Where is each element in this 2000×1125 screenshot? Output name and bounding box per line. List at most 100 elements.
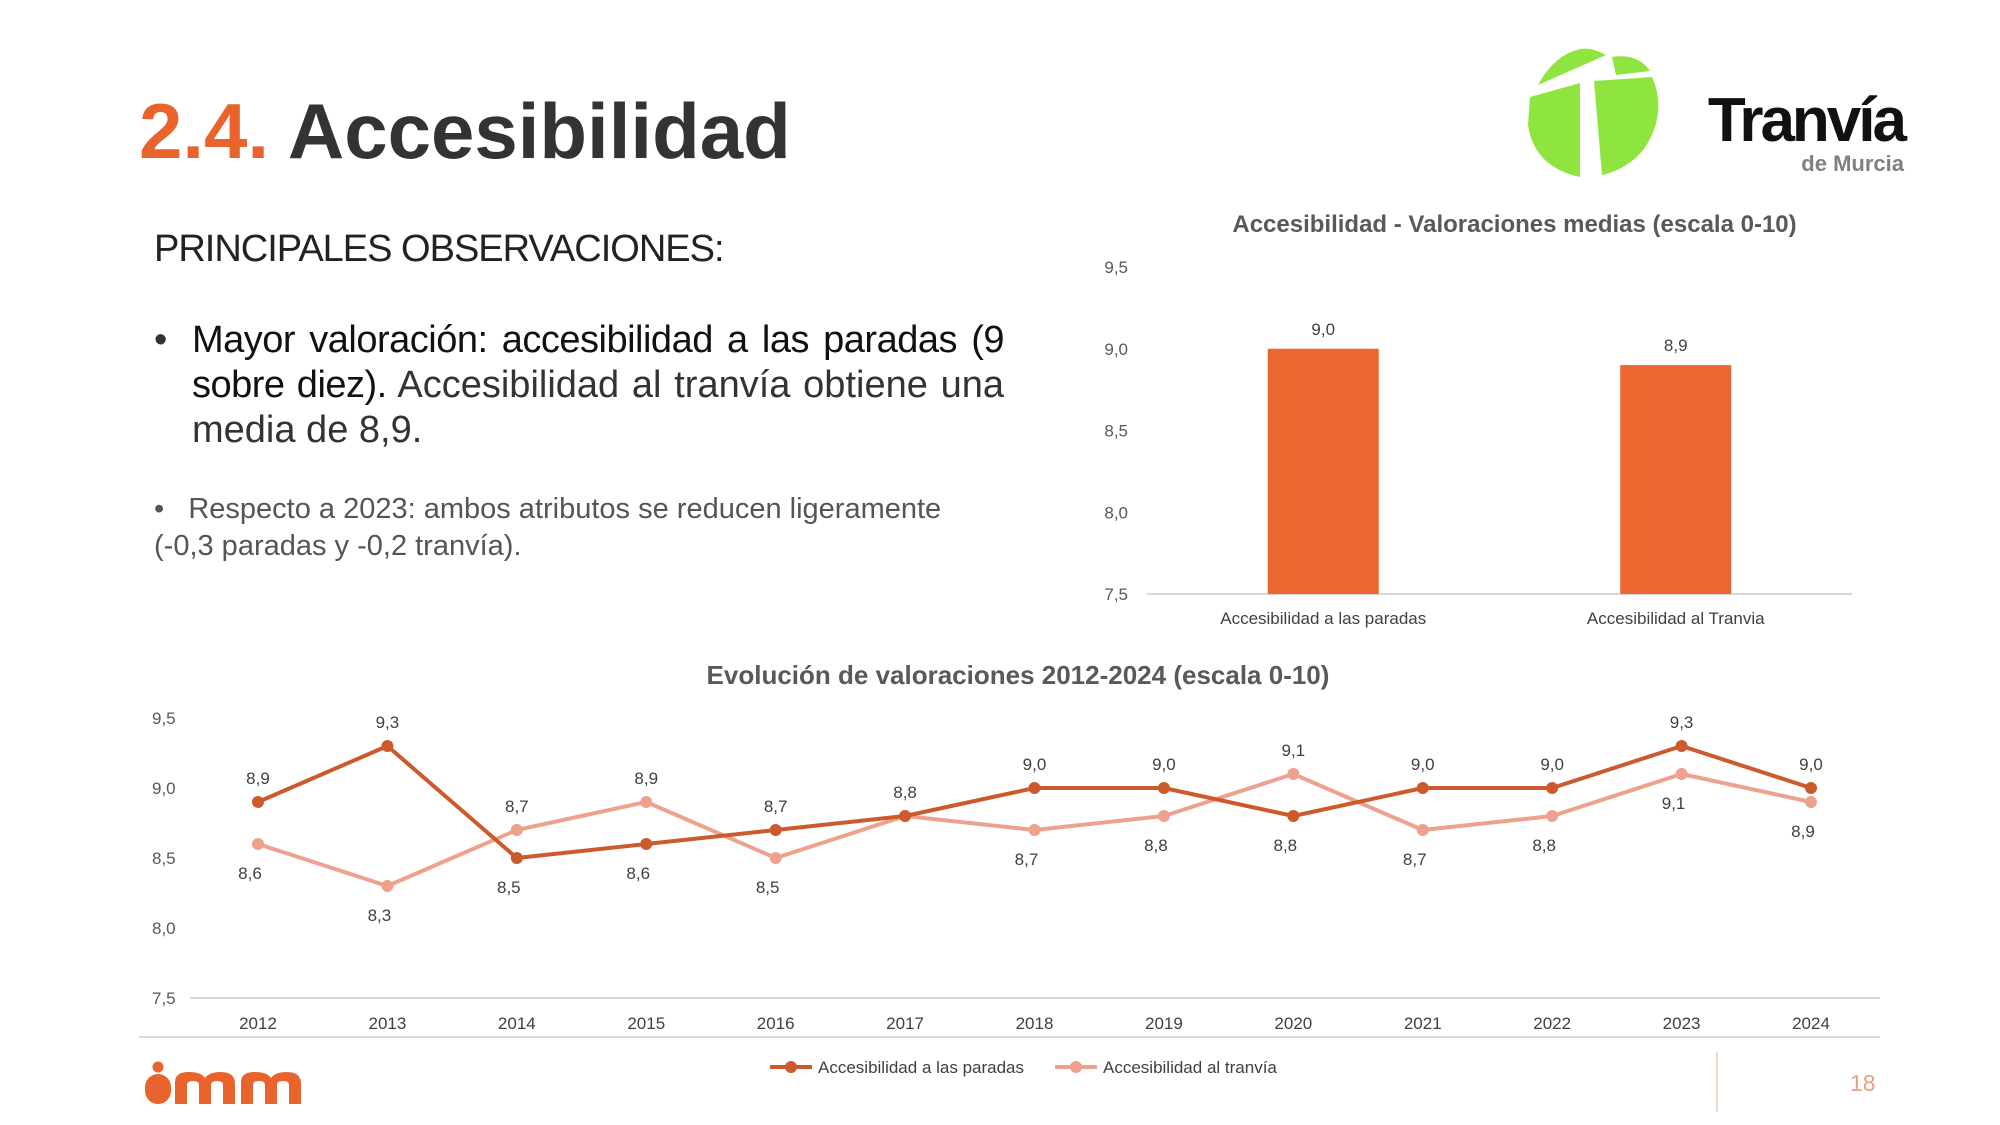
series-paradas-point [1546,782,1559,794]
bar [1620,365,1732,594]
series-paradas-point [510,852,523,864]
series-tranvia-legend-marker [1070,1061,1082,1073]
series-tranvia-point [1287,768,1300,780]
series-tranvia-legend-label: Accesibilidad al tranvía [1103,1058,1277,1077]
line-x-tick-label: 2012 [239,1014,277,1033]
line-x-tick-label: 2023 [1663,1014,1701,1033]
bar-y-tick-label: 8,5 [1104,422,1128,441]
series-paradas-point [1416,782,1429,794]
series-paradas-data-label: 8,6 [626,864,650,883]
series-paradas-point [381,740,394,752]
series-tranvia-point [1675,768,1688,780]
bullet-1-strong: Mayor valoración: accesibilidad a las pa… [192,319,1005,406]
line-x-tick-label: 2020 [1274,1014,1312,1033]
series-tranvia-data-label: 8,9 [634,769,658,788]
series-tranvia-point [252,838,264,850]
title-number: 2.4. [139,87,270,175]
series-tranvia-data-label: 8,6 [238,864,262,883]
line-y-tick-label: 8,5 [152,849,176,868]
series-paradas-legend-label: Accesibilidad a las paradas [818,1058,1024,1077]
bullet-2-line1: • Respecto a 2023: ambos atributos se re… [154,491,1014,528]
series-paradas-data-label: 8,8 [893,783,917,802]
line-x-tick-label: 2017 [886,1014,924,1033]
bullet-1: • Mayor valoración: accesibilidad a las … [154,318,1005,453]
line-y-tick-label: 7,5 [152,989,176,1008]
bar-category-label: Accesibilidad a las paradas [1220,609,1426,628]
series-paradas-point [1287,810,1300,822]
series-tranvia-data-label: 8,7 [505,797,529,816]
series-tranvia-data-label: 8,8 [1532,836,1556,855]
series-tranvia-data-label: 8,7 [1015,850,1039,869]
series-paradas-point [769,824,782,836]
observations-heading: PRINCIPALES OBSERVACIONES: [154,228,725,270]
series-paradas-data-label: 8,9 [246,769,270,788]
imm-logo-mark [145,1061,301,1104]
bar [1267,348,1379,594]
series-paradas-data-label: 9,0 [1411,755,1435,774]
logo-brand: Tranvía [1708,86,1908,155]
series-paradas-data-label: 9,0 [1023,755,1047,774]
line-x-tick-label: 2015 [627,1014,665,1033]
series-tranvia-point [1546,810,1559,822]
series-paradas-data-label: 9,3 [376,713,400,732]
series-paradas-data-label: 8,8 [1274,836,1298,855]
bar-y-tick-label: 9,0 [1104,340,1128,359]
series-paradas-point [252,796,264,808]
bullet-dot: • [154,319,168,361]
line-y-tick-label: 9,0 [152,779,176,798]
series-tranvia-point [510,824,523,836]
series-paradas-point [1157,782,1170,794]
line-x-tick-label: 2014 [498,1014,536,1033]
series-paradas-data-label: 9,0 [1540,755,1564,774]
bar-y-tick-label: 9,5 [1104,258,1128,277]
series-paradas-data-label: 8,7 [764,797,788,816]
line-y-tick-label: 8,0 [152,919,176,938]
bar-value-label: 9,0 [1311,320,1335,339]
line-x-tick-label: 2021 [1404,1014,1442,1033]
bar-chart-title: Accesibilidad - Valoraciones medias (esc… [1232,211,1796,238]
series-paradas-point [899,810,912,822]
line-y-tick-label: 9,5 [152,709,176,728]
tranvia-logo-mark [1528,48,1659,177]
tranvia-logo: Tranvía de Murcia [1528,48,1910,177]
bar-value-label: 8,9 [1664,336,1688,355]
series-tranvia-data-label: 9,1 [1282,741,1306,760]
series-paradas-point [1028,782,1041,794]
bullet-dot: • [154,493,189,525]
slide-title: 2.4. Accesibilidad [139,86,791,177]
page-number: 18 [1850,1070,1876,1096]
bullet-1-rest: Accesibilidad al tranvía obtiene una med… [192,364,1004,451]
line-x-tick-label: 2016 [757,1014,795,1033]
line-x-tick-label: 2018 [1016,1014,1054,1033]
series-tranvia-data-label: 8,8 [1144,836,1168,855]
bullet-2-line1-text: Respecto a 2023: ambos atributos se redu… [188,493,942,525]
footer-divider [139,1036,1880,1038]
series-paradas-point [1675,740,1688,752]
series-tranvia-point [1157,810,1170,822]
series-paradas-legend-marker [785,1061,797,1073]
series-paradas-point [640,838,653,850]
bar-category-label: Accesibilidad al Tranvia [1587,609,1765,628]
series-tranvia-data-label: 8,9 [1791,822,1815,841]
bullet-2: • Respecto a 2023: ambos atributos se re… [154,491,1014,565]
series-tranvia-point [1416,824,1429,836]
series-tranvia-point [1028,824,1041,836]
line-x-tick-label: 2013 [369,1014,407,1033]
series-paradas-data-label: 9,0 [1799,755,1823,774]
bullet-1-text: Mayor valoración: accesibilidad a las pa… [192,318,1005,453]
imm-logo [145,1061,301,1104]
bar-y-tick-label: 7,5 [1104,585,1128,604]
series-paradas-data-label: 8,5 [497,878,521,897]
series-tranvia-data-label: 8,7 [1403,850,1427,869]
series-paradas-data-label: 9,3 [1670,713,1694,732]
series-tranvia-point [640,796,653,808]
bar-y-tick-label: 8,0 [1104,503,1128,522]
footer-separator [1716,1052,1718,1112]
line-x-tick-label: 2022 [1533,1014,1571,1033]
line-x-tick-label: 2024 [1792,1014,1830,1033]
series-tranvia-point [1805,796,1817,808]
logo-sub: de Murcia [1801,151,1904,176]
bullet-2-line2: (-0,3 paradas y -0,2 tranvía). [154,530,522,562]
series-paradas-point [1805,782,1817,794]
